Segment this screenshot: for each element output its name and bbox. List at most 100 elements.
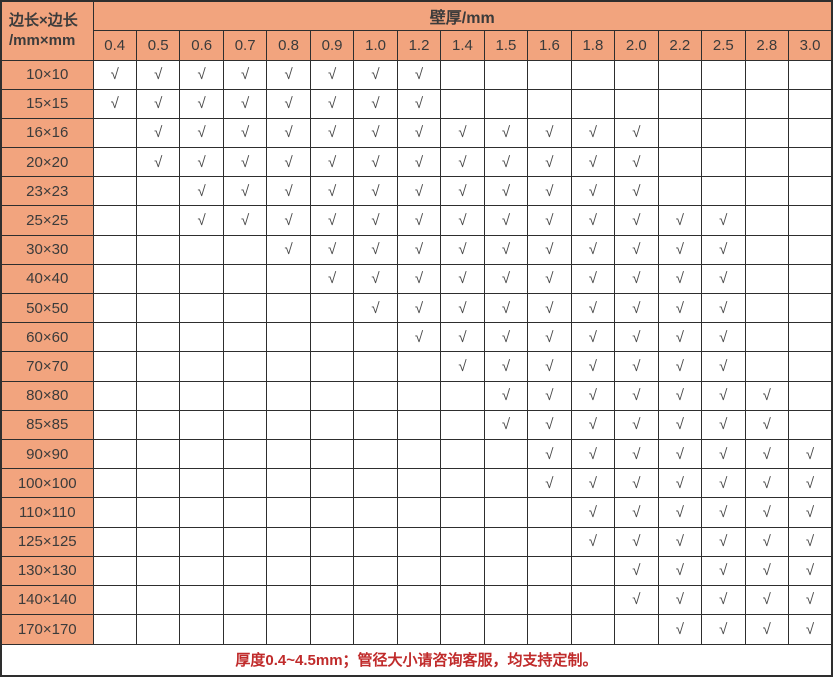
- empty-cell: [657, 117, 703, 149]
- empty-cell: [483, 468, 529, 499]
- check-cell: √: [527, 351, 572, 382]
- check-cell: √: [353, 88, 398, 119]
- check-cell: √: [614, 468, 659, 499]
- empty-cell: [440, 526, 485, 557]
- empty-cell: [353, 438, 398, 470]
- empty-cell: [353, 409, 398, 440]
- empty-cell: [440, 438, 485, 470]
- check-cell: √: [353, 117, 398, 149]
- thickness-col-header-1.5: 1.5: [483, 29, 529, 61]
- check-cell: √: [701, 205, 746, 236]
- empty-cell: [266, 468, 311, 499]
- check-cell: √: [483, 263, 529, 295]
- check-cell: √: [396, 205, 442, 236]
- check-cell: √: [614, 292, 659, 324]
- check-cell: √: [744, 614, 790, 645]
- thickness-col-header-0.7: 0.7: [222, 29, 268, 61]
- table-row: 30×30 √ √ √ √ √ √ √ √ √ √ √: [0, 234, 833, 265]
- empty-cell: [179, 497, 224, 528]
- empty-cell: [309, 468, 355, 499]
- check-cell: √: [440, 234, 485, 265]
- empty-cell: [135, 380, 181, 411]
- check-cell: √: [309, 117, 355, 149]
- empty-cell: [483, 438, 529, 470]
- empty-cell: [92, 526, 137, 557]
- check-cell: √: [179, 88, 224, 119]
- thickness-col-header-2.2: 2.2: [657, 29, 703, 61]
- table-row: 10×10 √ √ √ √ √ √ √ √: [0, 59, 833, 90]
- table-row: 50×50 √ √ √ √ √ √ √ √ √: [0, 292, 833, 324]
- check-cell: √: [396, 117, 442, 149]
- empty-cell: [788, 117, 833, 149]
- wall-thickness-group-header: 壁厚/mm: [92, 0, 833, 31]
- check-cell: √: [527, 176, 572, 207]
- check-cell: √: [222, 205, 268, 236]
- check-cell: √: [701, 351, 746, 382]
- empty-cell: [135, 555, 181, 586]
- check-cell: √: [570, 351, 616, 382]
- check-cell: √: [483, 322, 529, 353]
- check-cell: √: [440, 351, 485, 382]
- check-cell: √: [570, 497, 616, 528]
- check-cell: √: [527, 468, 572, 499]
- check-cell: √: [222, 147, 268, 178]
- empty-cell: [440, 59, 485, 90]
- empty-cell: [788, 234, 833, 265]
- empty-cell: [179, 322, 224, 353]
- empty-cell: [396, 380, 442, 411]
- check-cell: √: [396, 234, 442, 265]
- check-cell: √: [135, 59, 181, 90]
- empty-cell: [92, 614, 137, 645]
- check-cell: √: [266, 176, 311, 207]
- empty-cell: [440, 380, 485, 411]
- empty-cell: [396, 614, 442, 645]
- empty-cell: [222, 234, 268, 265]
- empty-cell: [309, 555, 355, 586]
- empty-cell: [527, 88, 572, 119]
- empty-cell: [353, 351, 398, 382]
- check-cell: √: [701, 497, 746, 528]
- empty-cell: [266, 438, 311, 470]
- empty-cell: [353, 322, 398, 353]
- check-cell: √: [266, 88, 311, 119]
- check-cell: √: [92, 88, 137, 119]
- check-cell: √: [527, 234, 572, 265]
- check-cell: √: [135, 88, 181, 119]
- thickness-col-header-3.0: 3.0: [788, 29, 833, 61]
- check-cell: √: [396, 176, 442, 207]
- thickness-col-header-2.5: 2.5: [701, 29, 746, 61]
- empty-cell: [527, 497, 572, 528]
- check-cell: √: [179, 176, 224, 207]
- empty-cell: [309, 380, 355, 411]
- empty-cell: [92, 234, 137, 265]
- header-row-group: 边长×边长 /mm×mm 壁厚/mm: [0, 0, 833, 61]
- size-label: 170×170: [0, 614, 94, 645]
- check-cell: √: [222, 117, 268, 149]
- empty-cell: [657, 147, 703, 178]
- empty-cell: [179, 584, 224, 616]
- footer-row: 厚度0.4~4.5mm；管径大小请咨询客服，均支持定制。: [0, 643, 833, 677]
- empty-cell: [744, 117, 790, 149]
- check-cell: √: [744, 438, 790, 470]
- empty-cell: [440, 88, 485, 119]
- size-label: 85×85: [0, 409, 94, 440]
- empty-cell: [744, 88, 790, 119]
- empty-cell: [309, 292, 355, 324]
- empty-cell: [614, 59, 659, 90]
- check-cell: √: [309, 59, 355, 90]
- size-label: 110×110: [0, 497, 94, 528]
- empty-cell: [483, 526, 529, 557]
- empty-cell: [92, 468, 137, 499]
- check-cell: √: [614, 176, 659, 207]
- check-cell: √: [266, 205, 311, 236]
- check-cell: √: [353, 59, 398, 90]
- check-cell: √: [266, 147, 311, 178]
- check-cell: √: [744, 497, 790, 528]
- empty-cell: [222, 292, 268, 324]
- check-cell: √: [701, 614, 746, 645]
- empty-cell: [788, 176, 833, 207]
- empty-cell: [744, 234, 790, 265]
- empty-cell: [788, 292, 833, 324]
- empty-cell: [222, 351, 268, 382]
